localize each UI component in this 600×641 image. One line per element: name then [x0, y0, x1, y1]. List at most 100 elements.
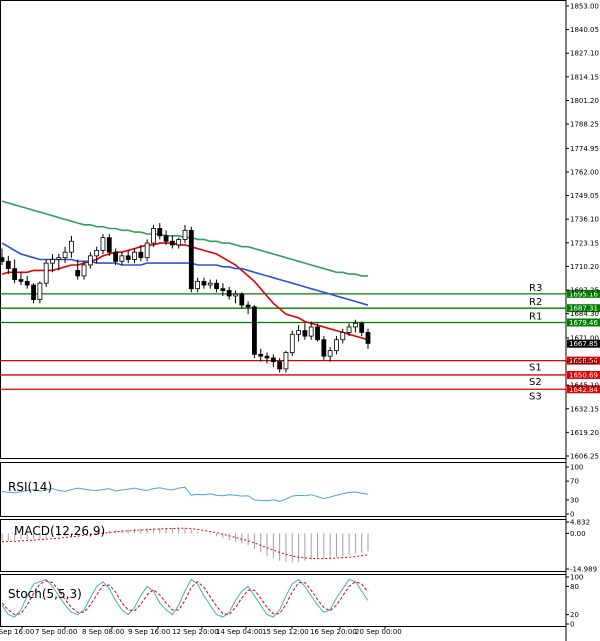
candle-body — [188, 229, 194, 290]
price-tick-label: 1619.20 — [570, 429, 599, 437]
stoch-tick-label: 80 — [570, 583, 579, 591]
time-tick-label: 15 Sep 12:00 — [262, 628, 309, 636]
rsi-tick-label: 100 — [570, 464, 583, 472]
rsi-line-rsi14 — [1, 486, 369, 502]
price-tick-label: 1736.10 — [570, 216, 599, 224]
indicators — [1, 486, 369, 618]
time-tick-label: 20 Sep 00:00 — [355, 628, 402, 636]
candle-body — [144, 242, 150, 259]
candle-body — [163, 235, 169, 242]
candle-body — [87, 255, 93, 266]
candle-body — [100, 237, 106, 251]
candle-body — [327, 350, 333, 357]
candle-body — [5, 260, 11, 270]
level-price-s1: 1658.54 — [569, 357, 598, 365]
candle-body — [340, 332, 346, 341]
candle-body — [50, 259, 55, 264]
candle-body — [258, 353, 264, 357]
level-label-s3: S3 — [529, 391, 542, 402]
candle-body — [113, 251, 118, 262]
time-tick-label: 16 Sep 20:00 — [310, 628, 357, 636]
macd-tick-label: 0.00 — [570, 530, 586, 538]
level-price-box-s2 — [567, 370, 600, 379]
stoch-title: Stoch(5,5,3) — [8, 587, 82, 601]
candle-body — [245, 304, 251, 308]
candle-body — [239, 293, 245, 306]
level-label-r2: R2 — [529, 297, 542, 308]
stoch-tick-label: 20 — [570, 611, 579, 619]
ma-line-red — [1, 242, 369, 341]
candle-body — [252, 306, 257, 355]
pivot-levels: 1695.16 R3 1687.31 R2 1679.46 R1 1658.54 S1 1650… — [0, 283, 600, 402]
time-tick-label: 8 Sep 08:00 — [82, 628, 124, 636]
level-label-r1: R1 — [529, 311, 542, 322]
candle-body — [169, 240, 175, 246]
candle-body — [119, 255, 125, 262]
price-tick-label: 1788.25 — [570, 121, 599, 129]
level-price-r1: 1679.46 — [569, 319, 598, 327]
candle-body — [289, 333, 295, 353]
candle-body — [352, 322, 358, 328]
candle-body — [94, 249, 100, 257]
time-tick-label: 9 Sep 16:00 — [128, 628, 170, 636]
price-tick-label: 1814.15 — [570, 73, 599, 81]
price-tick-label: 1684.30 — [570, 310, 599, 318]
candle-body — [346, 326, 352, 333]
candle-body — [18, 279, 24, 282]
price-tick-label: 1774.95 — [570, 145, 599, 153]
candle-body — [233, 293, 238, 297]
price-tick-label: 1606.25 — [570, 453, 599, 461]
candle-body — [321, 339, 327, 357]
level-label-r3: R3 — [529, 283, 542, 294]
price-tick-label: 1853.00 — [570, 3, 599, 11]
level-label-s2: S2 — [529, 377, 542, 388]
candle-body — [283, 352, 289, 370]
level-price-box-r2 — [567, 304, 600, 313]
panel-labels: RSI(14) MACD(12,26,9) Stoch(5,5,3) — [8, 480, 105, 601]
macd-tick-label: 4.832 — [570, 519, 590, 527]
price-tick-label: 1840.05 — [570, 26, 599, 34]
level-price-box-s1 — [567, 356, 600, 365]
time-tick-label: 6 Sep 16:00 — [0, 628, 34, 636]
current-price-box — [567, 339, 600, 348]
rsi-title: RSI(14) — [8, 480, 52, 494]
level-price-s3: 1642.84 — [569, 386, 598, 394]
candle-body — [69, 240, 74, 253]
time-tick-label: 12 Sep 20:00 — [172, 628, 219, 636]
current-price-label: 1667.85 — [569, 340, 598, 348]
candle-body — [308, 326, 314, 337]
candle-body — [56, 257, 62, 260]
level-price-box-r1 — [567, 318, 600, 327]
rsi-tick-label: 0 — [570, 511, 574, 519]
price-tick-label: 1710.20 — [570, 263, 599, 271]
candle-body — [75, 270, 81, 277]
candle-body — [176, 239, 182, 246]
candlesticks — [0, 223, 371, 373]
candle-body — [207, 282, 213, 286]
candle-body — [43, 262, 49, 284]
price-tick-label: 1697.25 — [570, 287, 599, 295]
candle-body — [12, 268, 18, 280]
price-tick-label: 1762.00 — [570, 168, 599, 176]
candle-body — [264, 355, 270, 359]
level-price-r2: 1687.31 — [569, 305, 598, 313]
candle-body — [138, 251, 144, 259]
candle-body — [302, 330, 308, 337]
price-tick-label: 1671.00 — [570, 334, 599, 342]
stoch-line-k — [1, 578, 369, 618]
candle-body — [31, 284, 36, 301]
candle-body — [226, 290, 232, 297]
candle-body — [270, 357, 276, 363]
time-tick-label: 7 Sep 00:00 — [35, 628, 77, 636]
candle-body — [195, 280, 201, 290]
candle-body — [106, 237, 112, 253]
candle-body — [151, 228, 156, 244]
candle-body — [277, 361, 283, 370]
candle-body — [0, 257, 5, 262]
level-price-r3: 1695.16 — [569, 290, 598, 298]
price-tick-label: 1645.10 — [570, 382, 599, 390]
candle-body — [37, 282, 43, 301]
level-price-box-s3 — [567, 385, 600, 394]
